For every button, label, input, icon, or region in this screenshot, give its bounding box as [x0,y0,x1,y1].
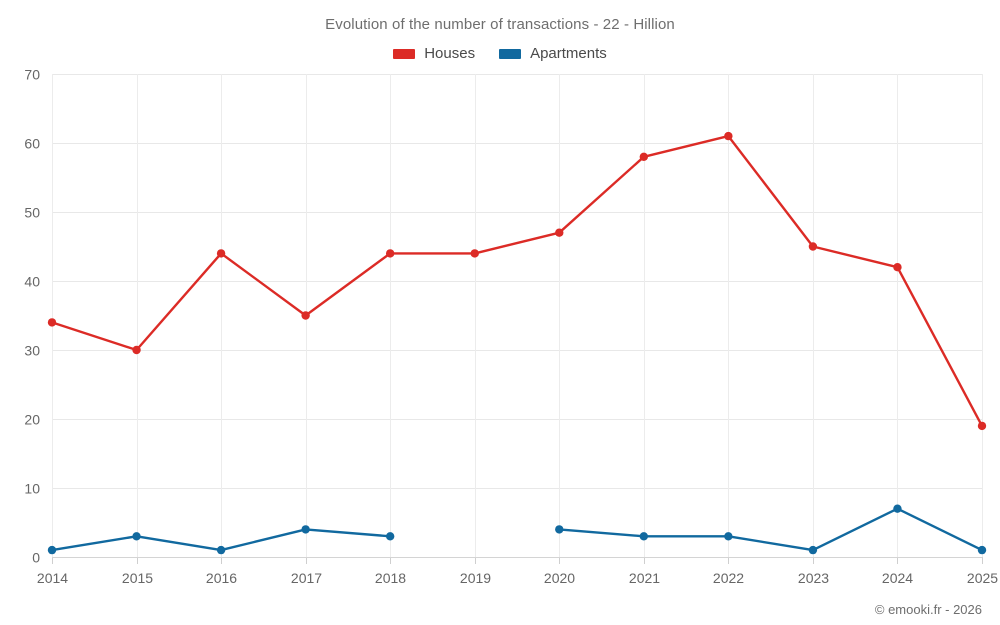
y-tick-label: 70 [24,67,40,83]
series-houses [47,131,987,431]
x-tick-label: 2024 [882,570,913,586]
data-point [132,345,141,355]
x-tick-label: 2015 [122,570,153,586]
y-tick-label: 60 [24,136,40,152]
x-tick-label: 2025 [967,570,998,586]
data-point [555,228,564,237]
series-apartments [47,504,987,555]
data-point [216,545,226,555]
data-point [808,242,818,251]
y-tick-label: 20 [24,412,40,428]
legend-item-houses[interactable]: Houses [393,45,475,62]
data-point [639,532,649,541]
data-point [977,421,987,431]
x-tick-label: 2016 [206,570,237,586]
x-tick-label: 2023 [798,570,829,586]
data-point [555,525,564,534]
x-tick-label: 2017 [291,570,322,586]
x-tick-label: 2020 [544,570,575,586]
data-point [132,532,141,541]
data-point [893,263,902,272]
data-point [216,249,226,258]
y-tick-label: 50 [24,205,40,221]
x-tick-label: 2021 [629,570,660,586]
legend-swatch-apartments [499,48,522,59]
y-axis-tick-labels: 0 10 20 30 40 50 60 70 [24,67,40,566]
axis-group [52,557,983,564]
y-tick-label: 40 [24,274,40,290]
data-point [470,249,479,258]
data-point [47,318,57,327]
copyright-credit: © emooki.fr - 2026 [874,602,982,617]
data-point [893,504,902,513]
data-point [639,152,649,161]
y-tick-label: 0 [32,550,40,566]
gridlines-group [52,74,983,558]
data-point [724,131,733,141]
data-point [301,525,310,534]
x-tick-label: 2014 [37,570,68,586]
data-point [385,532,395,541]
data-point [977,545,987,555]
y-tick-label: 10 [24,481,40,497]
legend-swatch-houses [393,48,416,59]
x-tick-label: 2019 [460,570,491,586]
series-line [50,134,984,428]
data-point [47,545,57,555]
data-point [724,532,733,541]
series-line [558,507,984,552]
data-point [808,545,818,555]
legend-item-apartments[interactable]: Apartments [499,45,607,62]
x-tick-label: 2022 [713,570,744,586]
chart-legend: Houses Apartments [0,45,1000,62]
x-axis-tick-labels: 2014 2015 2016 2017 2018 2019 2020 2021 2022 2023… [37,570,998,586]
x-tick-label: 2018 [375,570,406,586]
data-point [301,311,310,320]
data-point [385,249,395,258]
series-group [47,131,987,555]
y-tick-label: 30 [24,343,40,359]
legend-label-apartments: Apartments [530,45,607,62]
legend-label-houses: Houses [424,45,476,62]
chart-title: Evolution of the number of transactions … [325,16,675,33]
